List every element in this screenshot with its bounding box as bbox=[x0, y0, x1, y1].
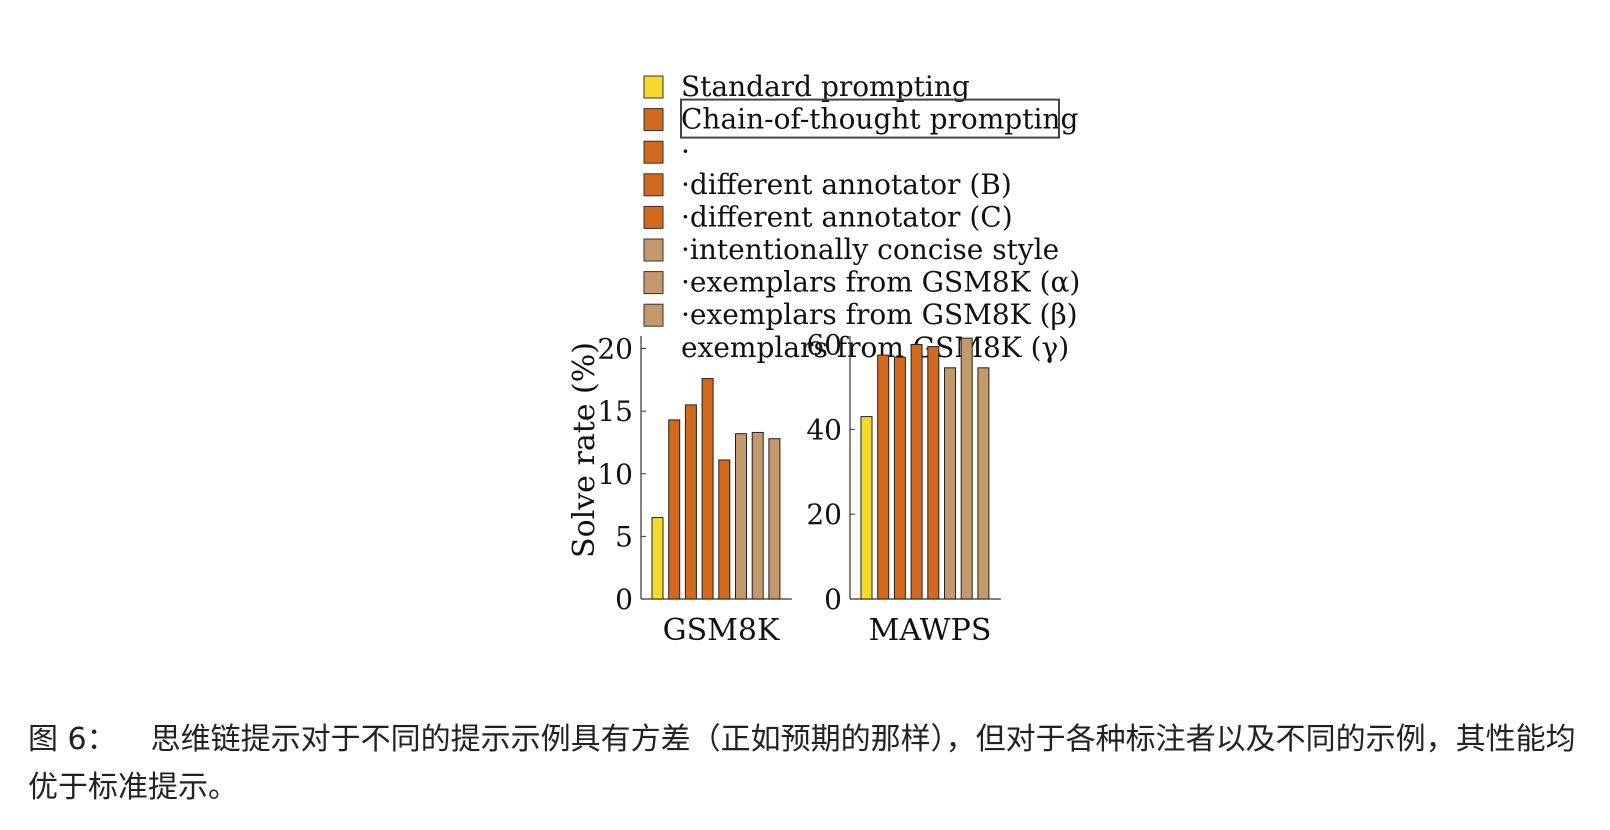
y-axis-label: Solve rate (%) bbox=[567, 342, 602, 558]
bar bbox=[977, 367, 990, 600]
legend-label: ·different annotator (B) bbox=[681, 168, 1012, 201]
legend-swatch bbox=[643, 173, 664, 197]
legend-swatch bbox=[643, 108, 664, 132]
legend-label: Chain-of-thought prompting bbox=[681, 103, 1078, 136]
y-tick-label: 0 bbox=[615, 583, 633, 616]
bar bbox=[718, 459, 731, 600]
y-tick-label: 10 bbox=[597, 458, 633, 491]
legend-swatch bbox=[643, 75, 664, 99]
bar bbox=[751, 431, 764, 600]
caption-label: 图 6： bbox=[28, 722, 117, 757]
figure-caption: 图 6： 思维链提示对于不同的提示示例具有方差（正如预期的那样），但对于各种标注者… bbox=[28, 716, 1588, 812]
bar bbox=[651, 517, 664, 600]
bar bbox=[668, 419, 681, 600]
bar bbox=[960, 337, 973, 600]
x-axis-label: GSM8K bbox=[663, 613, 780, 648]
bar bbox=[735, 433, 747, 600]
y-tick-label: 0 bbox=[824, 583, 842, 616]
bar bbox=[701, 378, 714, 600]
legend-label: · bbox=[681, 135, 690, 168]
legend-label: ·intentionally concise style bbox=[681, 233, 1059, 266]
bar bbox=[944, 367, 956, 600]
legend-label: ·exemplars from GSM8K (α) bbox=[681, 266, 1080, 299]
y-tick-label: 20 bbox=[597, 333, 633, 366]
bar bbox=[910, 343, 923, 600]
bar bbox=[768, 438, 781, 600]
y-tick-label: 40 bbox=[806, 413, 842, 446]
bar bbox=[893, 356, 906, 600]
legend-label: ·different annotator (C) bbox=[681, 200, 1013, 233]
legend-swatch bbox=[643, 271, 664, 295]
y-tick-label: 60 bbox=[806, 328, 842, 361]
legend-label: ·exemplars from GSM8K (β) bbox=[681, 298, 1078, 331]
legend-label: exemplars from GSM8K (γ) bbox=[681, 331, 1069, 364]
legend-swatch bbox=[643, 303, 664, 327]
bar-charts: 0 5 10 15 20 GSM8K Solve rate (%) 0 20 40 60 MAWPS bbox=[567, 328, 1001, 648]
caption-text: 思维链提示对于不同的提示示例具有方差（正如预期的那样），但对于各种标注者以及不同… bbox=[28, 722, 1576, 805]
legend-swatch bbox=[643, 140, 664, 164]
y-tick-label: 5 bbox=[615, 520, 633, 553]
legend-swatch bbox=[643, 205, 664, 229]
y-tick-label: 15 bbox=[597, 395, 633, 428]
bar bbox=[927, 346, 940, 600]
legend-swatch bbox=[643, 238, 664, 262]
y-tick-label: 20 bbox=[806, 498, 842, 531]
bar bbox=[860, 416, 873, 600]
legend-label: Standard prompting bbox=[681, 70, 970, 103]
x-axis-label: MAWPS bbox=[869, 613, 992, 648]
legend-highlight-box bbox=[680, 98, 1060, 139]
bar bbox=[877, 354, 890, 600]
bar bbox=[684, 404, 697, 600]
